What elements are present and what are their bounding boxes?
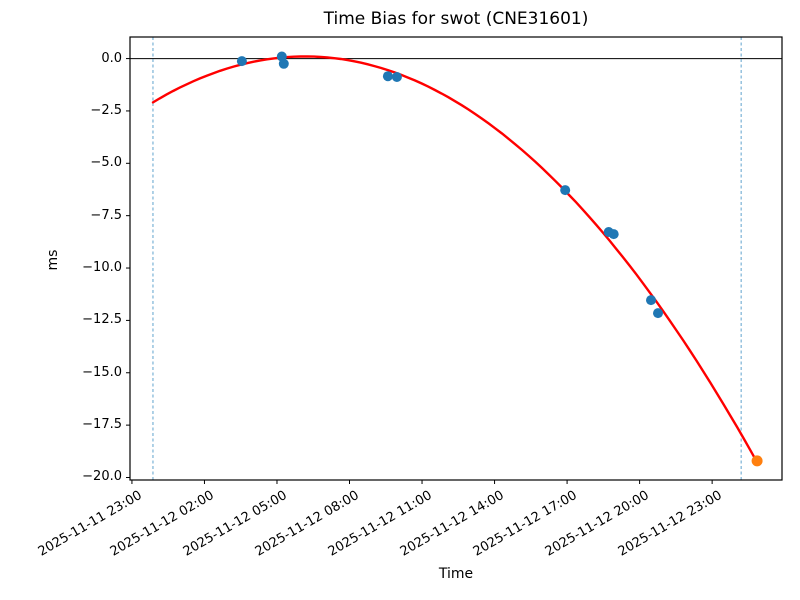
fit-curve-line [151, 55, 759, 464]
y-tick-label: −2.5 [90, 102, 122, 118]
bias-measurements-point [653, 308, 663, 319]
chart-title: Time Bias for swot (CNE31601) [323, 9, 589, 29]
bias-measurements-point [560, 185, 571, 196]
bias-measurements-point [391, 72, 402, 82]
y-tick-label: −5.0 [90, 155, 122, 171]
x-axis-label: Time [438, 566, 474, 582]
bias-measurements-point [236, 56, 247, 67]
latest-measurement-point [751, 455, 763, 467]
bias-measurements-point [608, 229, 619, 240]
y-tick-label: −15.0 [82, 364, 122, 380]
bias-measurements-point [646, 295, 656, 306]
plot-frame [129, 36, 783, 481]
y-tick-label: −20.0 [82, 469, 122, 485]
y-tick-label: −12.5 [82, 312, 122, 328]
y-tick-label: 0.0 [101, 50, 122, 66]
y-axis-label: ms [45, 249, 61, 271]
bias-measurements-point [382, 71, 393, 82]
y-tick-label: −10.0 [82, 260, 122, 276]
y-tick-label: −17.5 [82, 417, 122, 433]
bias-measurements-point [278, 58, 289, 69]
y-tick-label: −7.5 [90, 207, 122, 223]
